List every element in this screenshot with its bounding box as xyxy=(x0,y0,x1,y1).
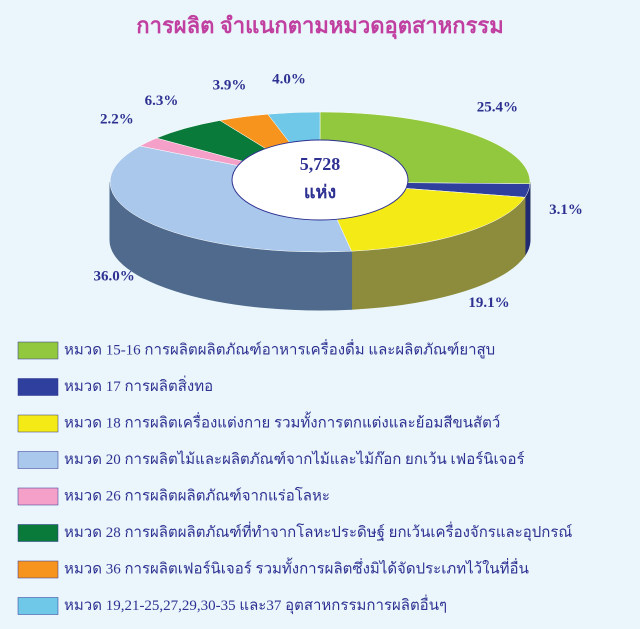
legend-swatch xyxy=(17,487,59,506)
legend-swatch xyxy=(17,597,59,615)
value-label: 25.4% xyxy=(477,99,518,115)
value-label: 19.1% xyxy=(468,295,509,311)
legend-swatch xyxy=(17,378,59,396)
center-unit: แห่ง xyxy=(304,182,336,202)
legend-swatch xyxy=(17,451,59,469)
legend-label: หมวด 19,21-25,27,29,30-35 และ37 อุตสาหกร… xyxy=(64,594,447,615)
legend-swatch xyxy=(17,524,59,542)
legend-label: หมวด 28 การผลิตผลิตภัณฑ์ที่ทำจากโลหะประด… xyxy=(64,521,572,542)
value-label: 2.2% xyxy=(100,111,134,127)
value-label: 4.0% xyxy=(272,72,306,88)
value-label: 3.1% xyxy=(549,202,583,218)
value-label: 6.3% xyxy=(145,93,179,109)
slice xyxy=(109,145,352,253)
legend-label: หมวด 17 การผลิตสิ่งทอ xyxy=(64,375,213,395)
chart-title: การผลิต จำแนกตามหมวดอุตสาหกรรม xyxy=(136,13,503,40)
legend-swatch xyxy=(17,341,59,360)
legend-label: หมวด 15-16 การผลิตผลิตภัณฑ์อาหารเครื่องด… xyxy=(64,338,495,358)
value-label: 36.0% xyxy=(94,268,135,284)
legend-label: หมวด 26 การผลิตผลิตภัณฑ์จากแร่อโลหะ xyxy=(64,486,330,504)
legend-label: หมวด 36 การผลิตเฟอร์นิเจอร์ รวมทั้งการผล… xyxy=(64,557,529,577)
legend-swatch xyxy=(17,414,59,433)
legend-label: หมวด 20 การผลิตไม้และผลิตภัณฑ์จากไม้และไ… xyxy=(64,450,525,468)
value-label: 3.9% xyxy=(213,77,247,93)
center-value: 5,728 xyxy=(300,154,341,174)
legend-label: หมวด 18 การผลิตเครื่องแต่งกาย รวมทั้งการ… xyxy=(64,411,500,431)
legend-swatch xyxy=(17,560,59,579)
donut-hole xyxy=(231,139,409,221)
